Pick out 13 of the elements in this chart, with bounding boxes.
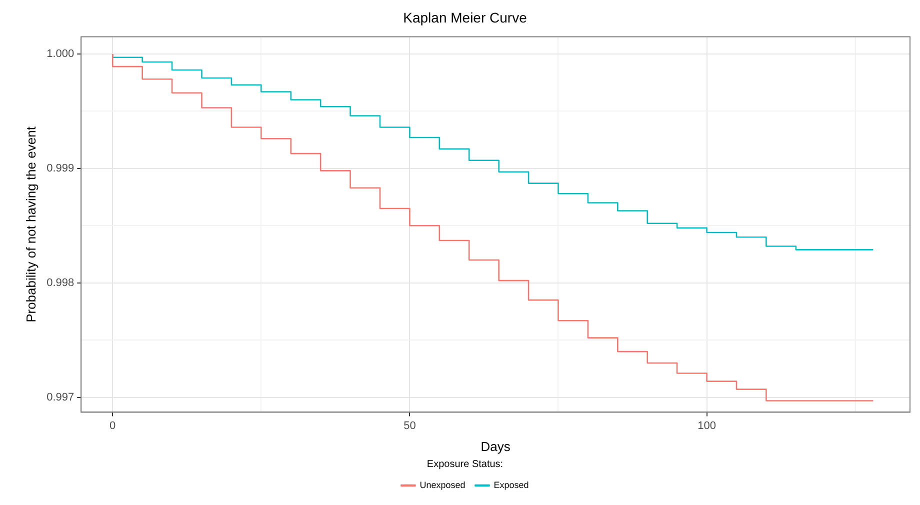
legend-label: Exposed — [494, 480, 529, 490]
chart-title: Kaplan Meier Curve — [403, 9, 528, 26]
x-tick-label: 50 — [404, 420, 416, 432]
x-tick-label: 100 — [698, 420, 716, 432]
x-axis-title: Days — [480, 438, 511, 454]
x-tick-label: 0 — [110, 420, 116, 432]
y-axis-title: Probability of not having the event — [23, 126, 38, 322]
y-tick-label: 0.997 — [46, 391, 74, 404]
y-tick-label: 0.999 — [46, 162, 74, 174]
legend-label: Unexposed — [420, 480, 466, 490]
y-tick-label: 1.000 — [46, 48, 74, 60]
legend-title: Exposure Status: — [426, 458, 504, 470]
y-tick-label: 0.998 — [46, 276, 74, 289]
